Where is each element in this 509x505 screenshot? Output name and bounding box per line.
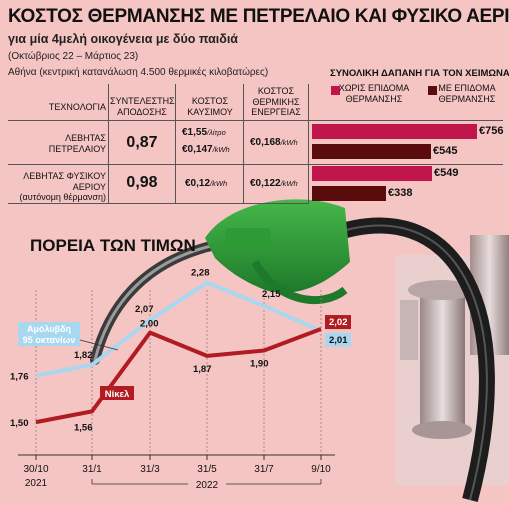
table-rule	[8, 203, 308, 204]
nickel-name-label: Νίκελ	[105, 389, 130, 400]
header-efficiency: ΣΥΝΤΕΛΕΣΤΗΣ ΑΠΟΔΟΣΗΣ	[110, 96, 175, 117]
spend-bar-label: €545	[433, 145, 458, 157]
header-energy-cost: ΚΟΣΤΟΣ ΘΕΡΜΙΚΗΣ ΕΝΕΡΓΕΙΑΣ	[251, 86, 301, 117]
nickel-name-box	[100, 386, 134, 400]
table-rule	[8, 164, 503, 165]
table-rule	[8, 120, 503, 121]
legend-label-with: ΜΕ ΕΠΙΔΟΜΑ ΘΕΡΜΑΝΣΗΣ	[438, 83, 496, 104]
gasoline-name-label: 95 οκτανίων	[23, 335, 75, 345]
gasoline-name-leader	[79, 339, 119, 351]
row-oil-label: ΛΕΒΗΤΑΣ ΠΕΤΡΕΛΑΙΟΥ	[48, 133, 106, 154]
page-subtitle: για μία 4μελή οικογένεια με δύο παιδιά	[8, 32, 238, 46]
x-tick-label: 9/10	[311, 464, 331, 475]
table-divider	[243, 84, 244, 204]
spend-bar-label: €338	[388, 187, 413, 199]
x-group-label: 2022	[196, 480, 219, 491]
point-label: 1,82	[74, 350, 93, 361]
spend-bar-label: €549	[434, 167, 459, 179]
spend-bar-label: €756	[479, 125, 504, 137]
point-label: 2,00	[140, 319, 159, 330]
spend-bar-with	[312, 186, 386, 201]
point-label: 2,02	[329, 317, 348, 328]
point-label: 1,87	[193, 364, 212, 375]
point-label-box	[325, 332, 351, 347]
consumption-note: Αθήνα (κεντρική κατανάλωση 4.500 θερμικέ…	[8, 67, 269, 78]
row-gas-energy-cost: €0,122/kWh	[250, 178, 298, 189]
chart-title: ΠΟΡΕΙΑ ΤΩΝ ΤΙΜΩΝ	[30, 236, 196, 255]
row-oil-efficiency: 0,87	[126, 134, 158, 151]
point-label: 1,56	[74, 422, 93, 433]
table-divider	[108, 84, 109, 204]
row-gas-fuel-cost: €0,12/kWh	[185, 178, 228, 189]
point-label-box	[325, 315, 351, 330]
row-oil-fuel-cost-litre: €1,55/λίτρο	[182, 127, 226, 138]
x-tick-label: 31/1	[82, 464, 102, 475]
legend-label-without: ΧΩΡΙΣ ΕΠΙΔΟΜΑ ΘΕΡΜΑΝΣΗΣ	[338, 83, 410, 104]
row-gas-efficiency: 0,98	[126, 174, 158, 191]
gasoline-line	[35, 280, 322, 378]
total-spend-title: ΣΥΝΟΛΙΚΗ ΔΑΠΑΝΗ ΓΙΑ ΤΟΝ ΧΕΙΜΩΝΑ	[330, 68, 509, 79]
legend-swatch-without	[331, 86, 340, 95]
row-gas-label: ΛΕΒΗΤΑΣ ΦΥΣΙΚΟΥ ΑΕΡΙΟΥ (αυτόνομη θέρμανση…	[19, 171, 106, 202]
nickel-line	[35, 327, 322, 425]
row-oil-energy-cost: €0,168/kWh	[250, 137, 298, 148]
x-tick-label: 30/10	[23, 464, 48, 475]
header-technology: ΤΕΧΝΟΛΟΓΙΑ	[48, 102, 106, 112]
gasoline-name-box	[18, 322, 80, 346]
point-label: 1,50	[10, 418, 29, 429]
point-label: 2,01	[329, 335, 348, 346]
legend-swatch-with	[428, 86, 437, 95]
x-tick-label: 31/7	[254, 464, 274, 475]
spend-bar-without	[312, 166, 432, 181]
row-oil-fuel-cost-kwh: €0,147/kWh	[182, 144, 230, 155]
point-label: 2,15	[262, 289, 281, 300]
x-tick-label: 31/3	[140, 464, 160, 475]
gasoline-name-label: Αμόλυβδη	[27, 324, 71, 334]
point-label: 1,90	[250, 359, 269, 370]
point-label: 2,07	[135, 304, 154, 315]
point-label: 2,28	[191, 268, 210, 279]
page-title: ΚΟΣΤΟΣ ΘΕΡΜΑΝΣΗΣ ΜΕ ΠΕΤΡΕΛΑΙΟ ΚΑΙ ΦΥΣΙΚΟ…	[8, 6, 509, 27]
table-divider	[175, 84, 176, 204]
x-year-label: 2021	[25, 478, 48, 489]
spend-bar-without	[312, 124, 477, 139]
header-fuel-cost: ΚΟΣΤΟΣ ΚΑΥΣΙΜΟΥ	[187, 96, 233, 117]
x-tick-label: 31/5	[197, 464, 217, 475]
spend-bar-with	[312, 144, 431, 159]
point-label: 1,76	[10, 372, 29, 383]
table-divider	[308, 84, 309, 204]
period-note: (Οκτώβριος 22 – Μάρτιος 23)	[8, 51, 139, 62]
